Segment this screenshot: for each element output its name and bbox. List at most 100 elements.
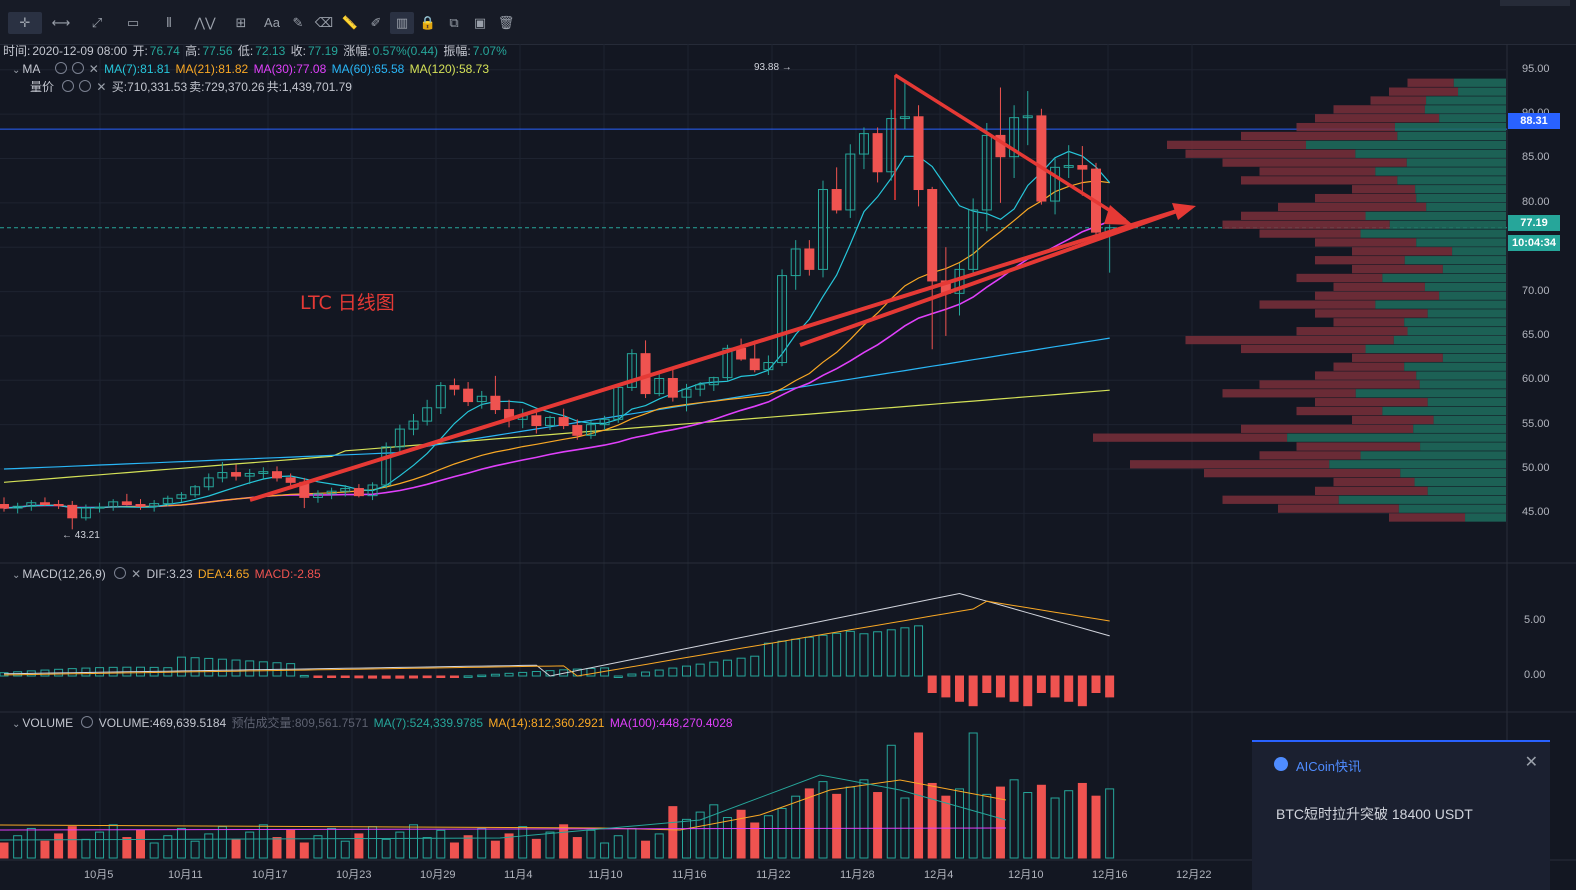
rectangle-tool-icon[interactable]: ▭ bbox=[126, 15, 140, 30]
eye-icon[interactable] bbox=[54, 62, 67, 74]
macd-histogram-bar bbox=[886, 629, 896, 677]
volume-bar bbox=[955, 788, 964, 859]
macd-histogram-bar bbox=[1023, 675, 1033, 707]
settings-icon[interactable] bbox=[114, 567, 127, 579]
macd-histogram-bar bbox=[832, 632, 842, 677]
candle-body bbox=[108, 501, 119, 508]
volume-profile-sell-bar bbox=[1296, 442, 1421, 451]
candle-body bbox=[927, 189, 938, 282]
date-axis-label: 12月10 bbox=[1008, 869, 1044, 881]
pen-tool-icon[interactable]: ✐ bbox=[370, 15, 382, 30]
delete-tool-icon[interactable]: 🗑 bbox=[497, 15, 515, 30]
low-value: 72.13 bbox=[255, 44, 286, 58]
brush-tool-icon[interactable]: ✎ bbox=[292, 15, 304, 30]
volume-bar bbox=[122, 837, 132, 859]
chart-annotation-text: LTC 日线图 bbox=[300, 292, 395, 314]
volume-profile-sell-bar bbox=[1352, 415, 1434, 425]
volume-bar bbox=[722, 817, 732, 859]
macd-histogram-bar bbox=[941, 675, 951, 698]
copy-tool-icon[interactable]: ⧉ bbox=[449, 15, 459, 30]
volume-profile-buy-bar bbox=[1458, 87, 1506, 96]
eraser-tool-icon[interactable]: ⌫ bbox=[314, 15, 334, 30]
volume-profile-buy-bar bbox=[1329, 460, 1506, 469]
measure-tool-icon[interactable]: ⊞ bbox=[235, 15, 247, 30]
volume-bar bbox=[422, 837, 432, 859]
high-marker: 93.88 → bbox=[754, 62, 792, 73]
screenshot-tool-icon[interactable]: ▣ bbox=[473, 15, 487, 30]
macd-histogram-bar bbox=[1091, 675, 1101, 693]
candle-tool-icon[interactable]: ▥ bbox=[390, 12, 414, 34]
volume-bar bbox=[504, 833, 514, 859]
candle-body bbox=[231, 472, 242, 477]
volume-bar bbox=[1023, 792, 1033, 859]
arrow-head-icon bbox=[1104, 205, 1133, 225]
candle-body bbox=[1036, 115, 1047, 202]
volume-profile-sell-bar bbox=[1296, 122, 1395, 132]
macd-histogram-bar bbox=[1009, 675, 1019, 702]
volume-bar bbox=[368, 826, 378, 859]
settings-icon[interactable] bbox=[71, 62, 84, 74]
volume-bar bbox=[736, 809, 746, 859]
volume-bar bbox=[340, 840, 350, 859]
macd-histogram-bar bbox=[340, 675, 350, 678]
candle-body bbox=[708, 377, 719, 386]
ma-legend: ⌄ MA ✕ MA(7):81.81 MA(21):81.82 MA(30):77… bbox=[12, 62, 490, 76]
volume-profile-sell-bar bbox=[1241, 131, 1398, 141]
macd-histogram-bar bbox=[668, 667, 678, 677]
macd-histogram-bar bbox=[982, 675, 992, 693]
volume-bar bbox=[763, 815, 773, 859]
support-trend-arrow-line bbox=[249, 208, 1181, 502]
macd-dea-line bbox=[3, 600, 1110, 677]
candle-body bbox=[326, 490, 337, 495]
volume-bar bbox=[750, 822, 760, 859]
volume-bar bbox=[67, 826, 77, 859]
candle-body bbox=[353, 488, 364, 497]
date-axis-label: 10月23 bbox=[336, 869, 372, 881]
volume-pane bbox=[0, 732, 1115, 859]
settings-icon[interactable] bbox=[81, 716, 94, 728]
volume-bar bbox=[108, 824, 118, 859]
volume-profile-sell-bar bbox=[1093, 433, 1288, 442]
candle-body bbox=[968, 209, 979, 270]
volume-profile-sell-bar bbox=[1130, 460, 1330, 469]
candle-body bbox=[272, 471, 282, 479]
macd-dif-line bbox=[3, 592, 1110, 677]
trend-line-tool-icon[interactable]: ⤢ bbox=[91, 15, 103, 30]
chart-canvas[interactable] bbox=[0, 44, 1576, 888]
close-icon[interactable]: ✕ bbox=[96, 80, 107, 94]
date-axis-label: 11月22 bbox=[756, 869, 791, 881]
volume-bar bbox=[832, 793, 842, 859]
collapse-chevron-icon[interactable]: ⌄ bbox=[12, 719, 21, 730]
collapse-chevron-icon[interactable]: ⌄ bbox=[12, 65, 21, 76]
price-axis-label: 80.00 bbox=[1522, 195, 1550, 208]
volume-bar bbox=[272, 837, 282, 859]
fib-tool-icon[interactable]: ⦀ bbox=[166, 15, 172, 30]
text-tool-icon[interactable]: Aa bbox=[264, 15, 280, 30]
news-popup[interactable]: AICoin快讯 ✕ BTC短时拉升突破 18400 USDT bbox=[1252, 740, 1550, 890]
settings-icon[interactable] bbox=[79, 80, 92, 92]
volume-profile-sell-bar bbox=[1315, 309, 1428, 318]
close-icon[interactable]: ✕ bbox=[131, 567, 142, 581]
lock-tool-icon[interactable]: 🔒 bbox=[419, 15, 437, 30]
crosshair-tool-icon[interactable]: ✛ bbox=[8, 12, 42, 34]
eye-icon[interactable] bbox=[62, 80, 75, 92]
volume-bar bbox=[313, 835, 323, 859]
news-body[interactable]: BTC短时拉升突破 18400 USDT bbox=[1276, 806, 1473, 822]
volume-profile-sell-bar bbox=[1333, 282, 1425, 291]
collapse-chevron-icon[interactable]: ⌄ bbox=[12, 570, 21, 581]
close-icon[interactable]: ✕ bbox=[1524, 754, 1538, 771]
toolbar-right-tab[interactable] bbox=[1500, 0, 1570, 6]
wave-tool-icon[interactable]: ⋀⋁ bbox=[194, 15, 216, 30]
volume-bar bbox=[845, 786, 855, 859]
volume-profile-sell-bar bbox=[1222, 158, 1407, 167]
ruler-tool-icon[interactable]: 📏 bbox=[341, 15, 359, 30]
macd-histogram-bar bbox=[231, 659, 241, 677]
volume-bar bbox=[886, 744, 896, 859]
volume-profile-sell-bar bbox=[1296, 273, 1383, 283]
volume-bar bbox=[695, 811, 705, 859]
volume-bar bbox=[54, 833, 64, 859]
horizontal-line-tool-icon[interactable]: ⟷ bbox=[51, 15, 71, 30]
volume-bar bbox=[531, 838, 541, 859]
close-icon[interactable]: ✕ bbox=[88, 62, 99, 76]
volume-bar bbox=[1091, 795, 1101, 859]
